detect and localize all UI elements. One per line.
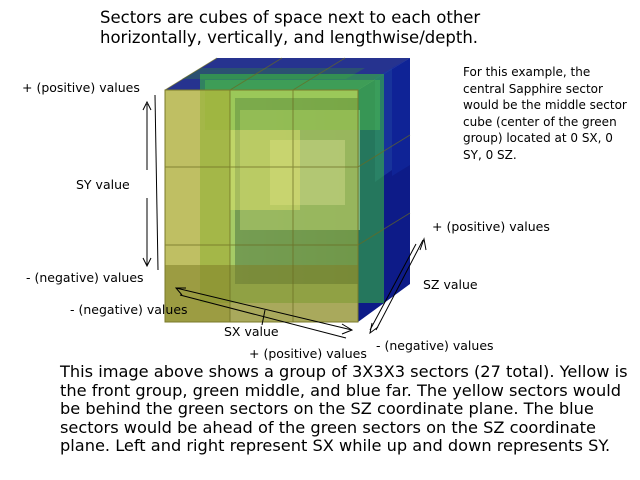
example-note: For this example, the central Sapphire s…	[463, 65, 627, 162]
sx-axis-arrow	[174, 287, 354, 339]
sz-positive-label: + (positive) values	[432, 219, 550, 234]
sx-negative-label: - (negative) values	[70, 302, 188, 317]
yellow-group	[165, 90, 358, 322]
sy-positive-label: + (positive) values	[22, 80, 140, 95]
sz-negative-label: - (negative) values	[376, 338, 494, 353]
sx-positive-label: + (positive) values	[249, 346, 367, 361]
sz-axis-arrow	[369, 237, 427, 335]
sy-axis-label: SY value	[76, 177, 130, 192]
sx-axis-label: SX value	[224, 324, 279, 339]
sector-grid-lines	[164, 57, 411, 322]
sz-axis-label: SZ value	[423, 277, 478, 292]
description-text: This image above shows a group of 3X3X3 …	[60, 362, 628, 456]
sy-axis-arrow	[142, 94, 159, 271]
sy-negative-label: - (negative) values	[26, 270, 144, 285]
heading: Sectors are cubes of space next to each …	[100, 8, 481, 47]
